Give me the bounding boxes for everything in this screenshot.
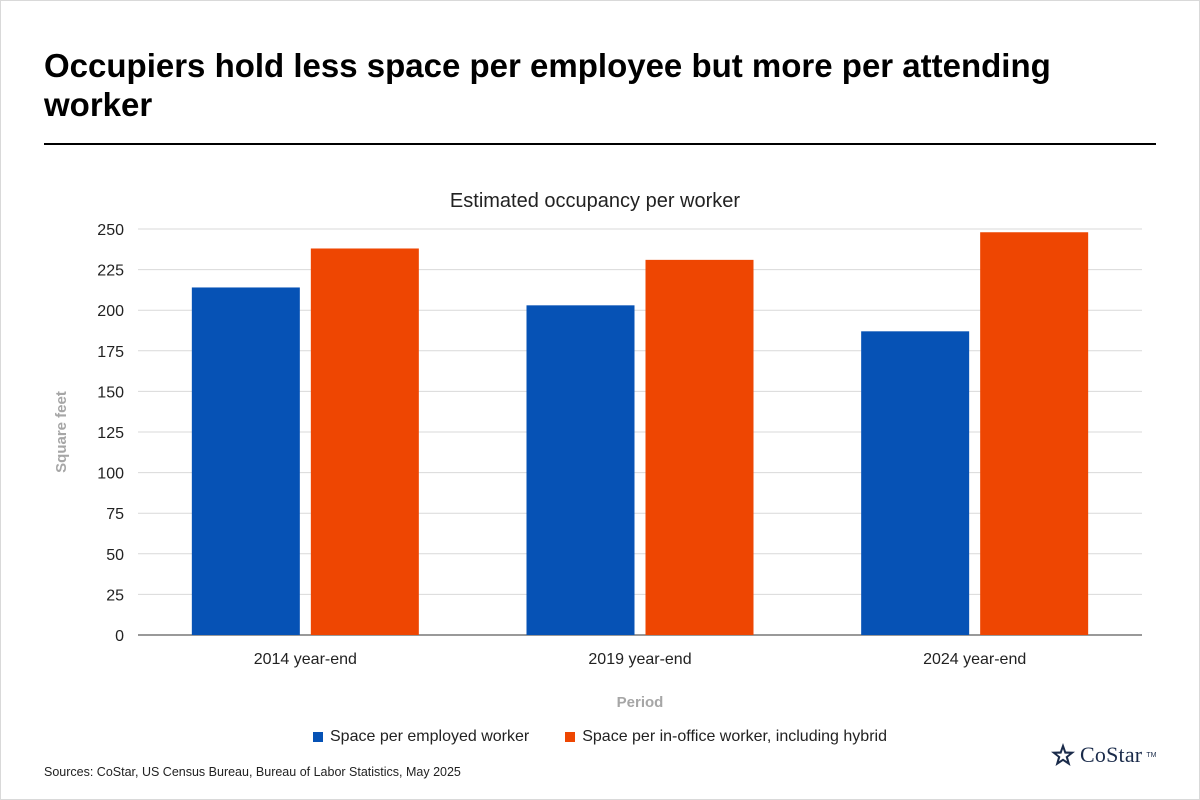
bar-series1 (861, 331, 970, 635)
x-tick-label: 2024 year-end (923, 651, 1026, 668)
bar-series2 (645, 259, 754, 635)
chart-title: Estimated occupancy per worker (450, 190, 740, 212)
y-tick-label: 250 (97, 222, 124, 239)
y-tick-label: 0 (115, 628, 124, 645)
legend: Space per employed worker Space per in-o… (0, 728, 1200, 746)
bars (191, 232, 1089, 636)
y-tick-label: 25 (106, 587, 124, 604)
y-axis-title: Square feet (53, 391, 70, 473)
y-tick-label: 175 (97, 344, 124, 361)
costar-logo: CoStar TM (1050, 742, 1156, 768)
legend-swatch-series2 (565, 732, 576, 742)
y-tick-label: 125 (97, 425, 124, 442)
x-axis-title: Period (617, 694, 664, 711)
bar-series1 (526, 305, 635, 635)
legend-label-series1: Space per employed worker (330, 728, 530, 745)
x-tick-label: 2014 year-end (254, 651, 357, 668)
y-tick-label: 225 (97, 263, 124, 280)
legend-item-series2: Space per in-office worker, including hy… (565, 728, 887, 746)
bar-series2 (310, 248, 419, 635)
star-logo-icon (1051, 743, 1075, 766)
logo-wordmark: CoStar (1080, 742, 1143, 767)
logo-trademark: TM (1146, 751, 1157, 759)
bar-series2 (980, 232, 1089, 636)
y-tick-label: 100 (97, 466, 124, 483)
headline-divider (44, 143, 1156, 145)
bar-series1 (191, 287, 300, 635)
gridlines (138, 228, 1142, 636)
axis-labels: 0 25 50 75 100 125 150 175 200 225 250 2014 year-en… (97, 222, 1026, 668)
y-tick-label: 200 (97, 303, 124, 320)
y-tick-label: 150 (97, 384, 124, 401)
headline: Occupiers hold less space per employee b… (44, 47, 1051, 123)
legend-swatch-series1 (313, 732, 323, 742)
y-tick-label: 75 (106, 506, 124, 523)
source-note: Sources: CoStar, US Census Bureau, Burea… (44, 765, 461, 779)
x-tick-label: 2019 year-end (588, 651, 691, 668)
legend-item-series1: Space per employed worker (313, 728, 529, 746)
y-tick-label: 50 (106, 547, 124, 564)
legend-label-series2: Space per in-office worker, including hy… (582, 728, 887, 745)
